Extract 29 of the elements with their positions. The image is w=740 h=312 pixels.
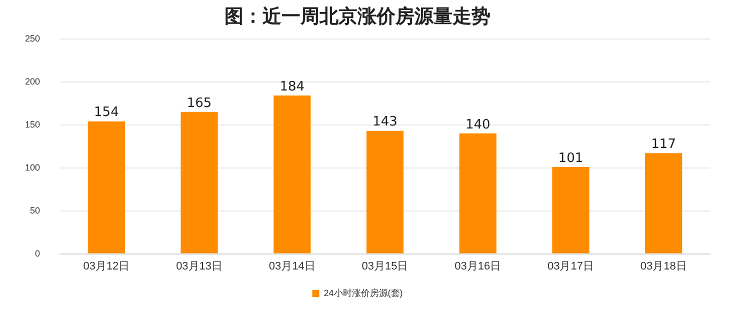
y-tick-label: 250	[24, 33, 40, 44]
bar	[552, 166, 590, 254]
bar	[459, 133, 496, 254]
y-tick-label: 200	[24, 76, 40, 86]
y-tick-label: 150	[24, 119, 40, 130]
x-tick-label: 03月14日	[268, 260, 316, 272]
bar	[366, 130, 404, 254]
data-label: 184	[280, 79, 305, 94]
bar	[274, 96, 311, 254]
chart-title: 图：近一周北京涨价房源量走势	[224, 5, 490, 28]
x-tick-label: 03月12日	[83, 260, 130, 272]
y-tick-label: 100	[24, 162, 40, 172]
x-tick-label: 03月16日	[454, 260, 502, 272]
y-tick-label: 50	[30, 205, 40, 216]
x-tick-label: 03月15日	[362, 260, 408, 272]
legend-label: 24小时涨价房源(套)	[324, 288, 403, 298]
bar	[645, 153, 682, 254]
data-label: 165	[186, 96, 212, 111]
x-tick-label: 03月18日	[640, 260, 687, 272]
data-label: 140	[465, 117, 490, 132]
data-label: 101	[558, 150, 584, 166]
data-label: 143	[372, 114, 398, 130]
bar	[88, 121, 126, 254]
y-tick-label: 0	[35, 248, 40, 258]
x-tick-label: 03月17日	[547, 260, 594, 272]
data-label: 154	[94, 105, 119, 120]
data-label: 117	[651, 137, 676, 152]
x-tick-label: 03月13日	[176, 260, 223, 272]
bar	[180, 112, 218, 254]
